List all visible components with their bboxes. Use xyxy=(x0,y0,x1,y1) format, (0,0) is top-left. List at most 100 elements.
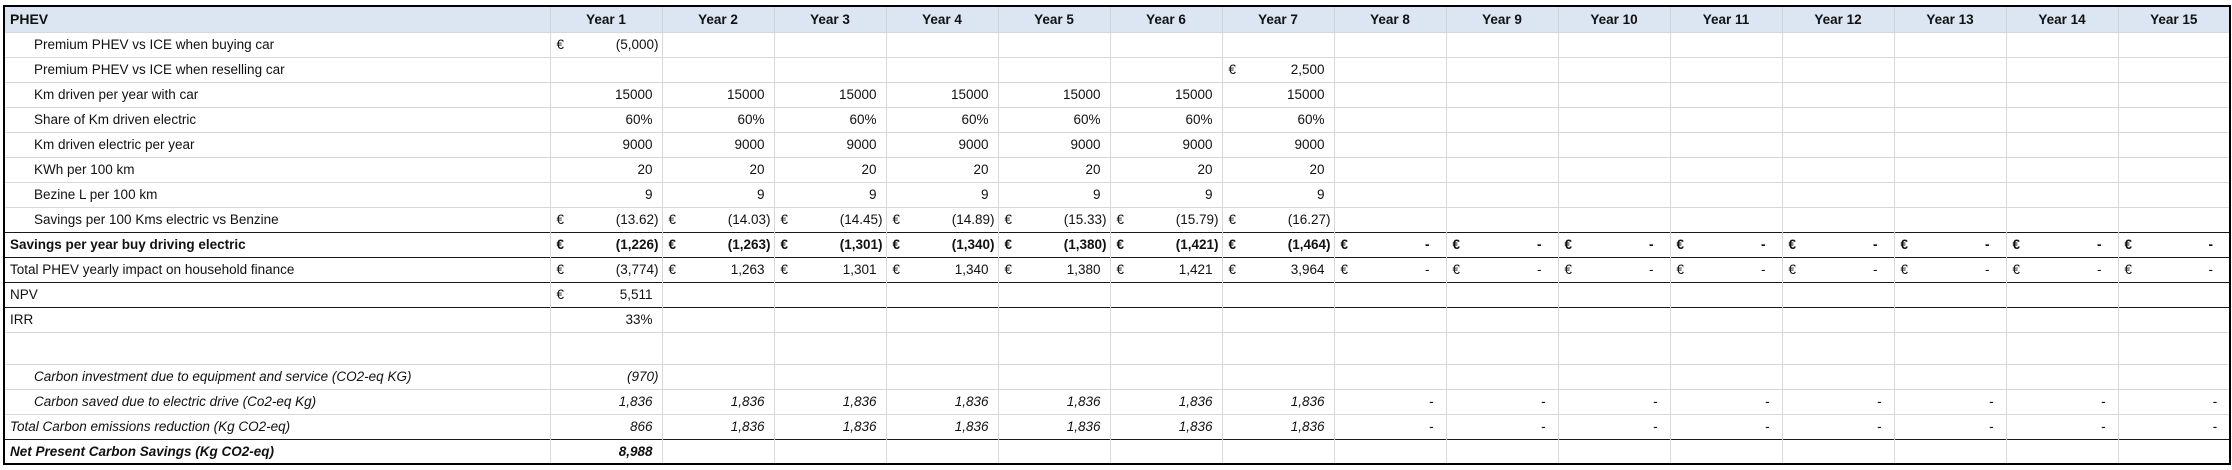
cell-y1[interactable]: 9 xyxy=(549,181,662,207)
row-label-cell[interactable]: Share of Km driven electric xyxy=(4,106,550,132)
cell-y14[interactable] xyxy=(2005,281,2118,307)
cell-y8[interactable] xyxy=(1333,206,1446,232)
cell-y5[interactable]: 9000 xyxy=(997,131,1110,157)
cell-y3[interactable] xyxy=(773,363,886,389)
cell-y1[interactable]: 866 xyxy=(549,413,662,439)
cell-y2[interactable]: 20 xyxy=(661,156,774,182)
cell-y10[interactable]: - xyxy=(1557,388,1670,414)
cell-y8[interactable]: - xyxy=(1333,388,1446,414)
cell-y2[interactable]: 9 xyxy=(661,181,774,207)
cell-y2[interactable]: 60% xyxy=(661,106,774,132)
cell-y5[interactable] xyxy=(997,31,1110,57)
cell-y4[interactable]: € (1,340) xyxy=(885,231,998,257)
cell-y6[interactable]: 9 xyxy=(1109,181,1222,207)
cell-y11[interactable]: € - xyxy=(1669,256,1782,282)
cell-y6[interactable]: 60% xyxy=(1109,106,1222,132)
cell-y7[interactable]: 15000 xyxy=(1221,81,1334,107)
cell-y4[interactable] xyxy=(885,31,998,57)
cell-y10[interactable] xyxy=(1557,331,1670,364)
cell-y11[interactable] xyxy=(1669,156,1782,182)
cell-y13[interactable] xyxy=(1893,331,2006,364)
cell-y6[interactable]: 20 xyxy=(1109,156,1222,182)
cell-y13[interactable] xyxy=(1893,181,2006,207)
cell-y9[interactable] xyxy=(1445,156,1558,182)
cell-y4[interactable] xyxy=(885,306,998,332)
cell-y6[interactable] xyxy=(1109,281,1222,307)
cell-y8[interactable] xyxy=(1333,156,1446,182)
cell-y7[interactable] xyxy=(1221,363,1334,389)
cell-y7[interactable] xyxy=(1221,306,1334,332)
cell-y5[interactable]: €1,380 xyxy=(997,256,1110,282)
cell-y14[interactable] xyxy=(2005,106,2118,132)
cell-y12[interactable]: - xyxy=(1781,413,1894,439)
cell-y7[interactable] xyxy=(1221,331,1334,364)
cell-y7[interactable] xyxy=(1221,31,1334,57)
cell-y4[interactable]: 1,836 xyxy=(885,388,998,414)
cell-y6[interactable]: €1,421 xyxy=(1109,256,1222,282)
cell-y1[interactable]: € (5,000) xyxy=(549,31,662,57)
cell-y7[interactable]: 9000 xyxy=(1221,131,1334,157)
cell-y9[interactable] xyxy=(1445,281,1558,307)
cell-y9[interactable] xyxy=(1445,306,1558,332)
cell-y12[interactable] xyxy=(1781,81,1894,107)
column-header-year-15[interactable]: Year 15 xyxy=(2117,6,2230,32)
cell-y10[interactable] xyxy=(1557,156,1670,182)
column-header-year-3[interactable]: Year 3 xyxy=(773,6,886,32)
cell-y14[interactable]: € - xyxy=(2005,231,2118,257)
cell-y15[interactable]: - xyxy=(2117,413,2230,439)
cell-y1[interactable] xyxy=(549,56,662,82)
row-label-cell[interactable]: Total Carbon emissions reduction (Kg CO2… xyxy=(4,413,550,439)
row-label-cell[interactable]: Km driven per year with car xyxy=(4,81,550,107)
cell-y3[interactable] xyxy=(773,306,886,332)
row-label-cell[interactable]: Premium PHEV vs ICE when buying car xyxy=(4,31,550,57)
cell-y10[interactable] xyxy=(1557,363,1670,389)
column-header-year-13[interactable]: Year 13 xyxy=(1893,6,2006,32)
cell-y11[interactable]: € - xyxy=(1669,231,1782,257)
cell-y15[interactable]: - xyxy=(2117,388,2230,414)
cell-y5[interactable] xyxy=(997,56,1110,82)
cell-y10[interactable] xyxy=(1557,438,1670,464)
cell-y12[interactable] xyxy=(1781,363,1894,389)
cell-y2[interactable] xyxy=(661,438,774,464)
cell-y8[interactable] xyxy=(1333,31,1446,57)
cell-y14[interactable] xyxy=(2005,181,2118,207)
cell-y4[interactable] xyxy=(885,363,998,389)
cell-y15[interactable] xyxy=(2117,181,2230,207)
cell-y8[interactable] xyxy=(1333,56,1446,82)
cell-y9[interactable]: € - xyxy=(1445,256,1558,282)
cell-y8[interactable] xyxy=(1333,438,1446,464)
cell-y6[interactable] xyxy=(1109,31,1222,57)
cell-y2[interactable]: € (1,263) xyxy=(661,231,774,257)
cell-y3[interactable] xyxy=(773,31,886,57)
cell-y14[interactable] xyxy=(2005,156,2118,182)
cell-y15[interactable]: € - xyxy=(2117,231,2230,257)
cell-y9[interactable] xyxy=(1445,31,1558,57)
cell-y4[interactable] xyxy=(885,56,998,82)
cell-y11[interactable] xyxy=(1669,31,1782,57)
cell-y15[interactable] xyxy=(2117,438,2230,464)
cell-y9[interactable]: € - xyxy=(1445,231,1558,257)
cell-y10[interactable] xyxy=(1557,31,1670,57)
cell-y15[interactable] xyxy=(2117,131,2230,157)
cell-y4[interactable]: 20 xyxy=(885,156,998,182)
cell-y9[interactable] xyxy=(1445,131,1558,157)
cell-y13[interactable] xyxy=(1893,363,2006,389)
row-label-cell[interactable]: KWh per 100 km xyxy=(4,156,550,182)
column-header-year-9[interactable]: Year 9 xyxy=(1445,6,1558,32)
cell-y6[interactable]: 9000 xyxy=(1109,131,1222,157)
cell-y15[interactable] xyxy=(2117,56,2230,82)
cell-y7[interactable]: €3,964 xyxy=(1221,256,1334,282)
cell-y10[interactable] xyxy=(1557,206,1670,232)
cell-y13[interactable] xyxy=(1893,81,2006,107)
cell-y10[interactable]: - xyxy=(1557,413,1670,439)
cell-y1[interactable]: 1,836 xyxy=(549,388,662,414)
cell-y6[interactable] xyxy=(1109,56,1222,82)
cell-y3[interactable] xyxy=(773,438,886,464)
cell-y13[interactable] xyxy=(1893,281,2006,307)
cell-y12[interactable]: - xyxy=(1781,388,1894,414)
cell-y5[interactable] xyxy=(997,331,1110,364)
cell-y12[interactable] xyxy=(1781,206,1894,232)
cell-y11[interactable] xyxy=(1669,281,1782,307)
cell-y5[interactable]: 1,836 xyxy=(997,388,1110,414)
row-label-cell[interactable]: NPV xyxy=(4,281,550,307)
